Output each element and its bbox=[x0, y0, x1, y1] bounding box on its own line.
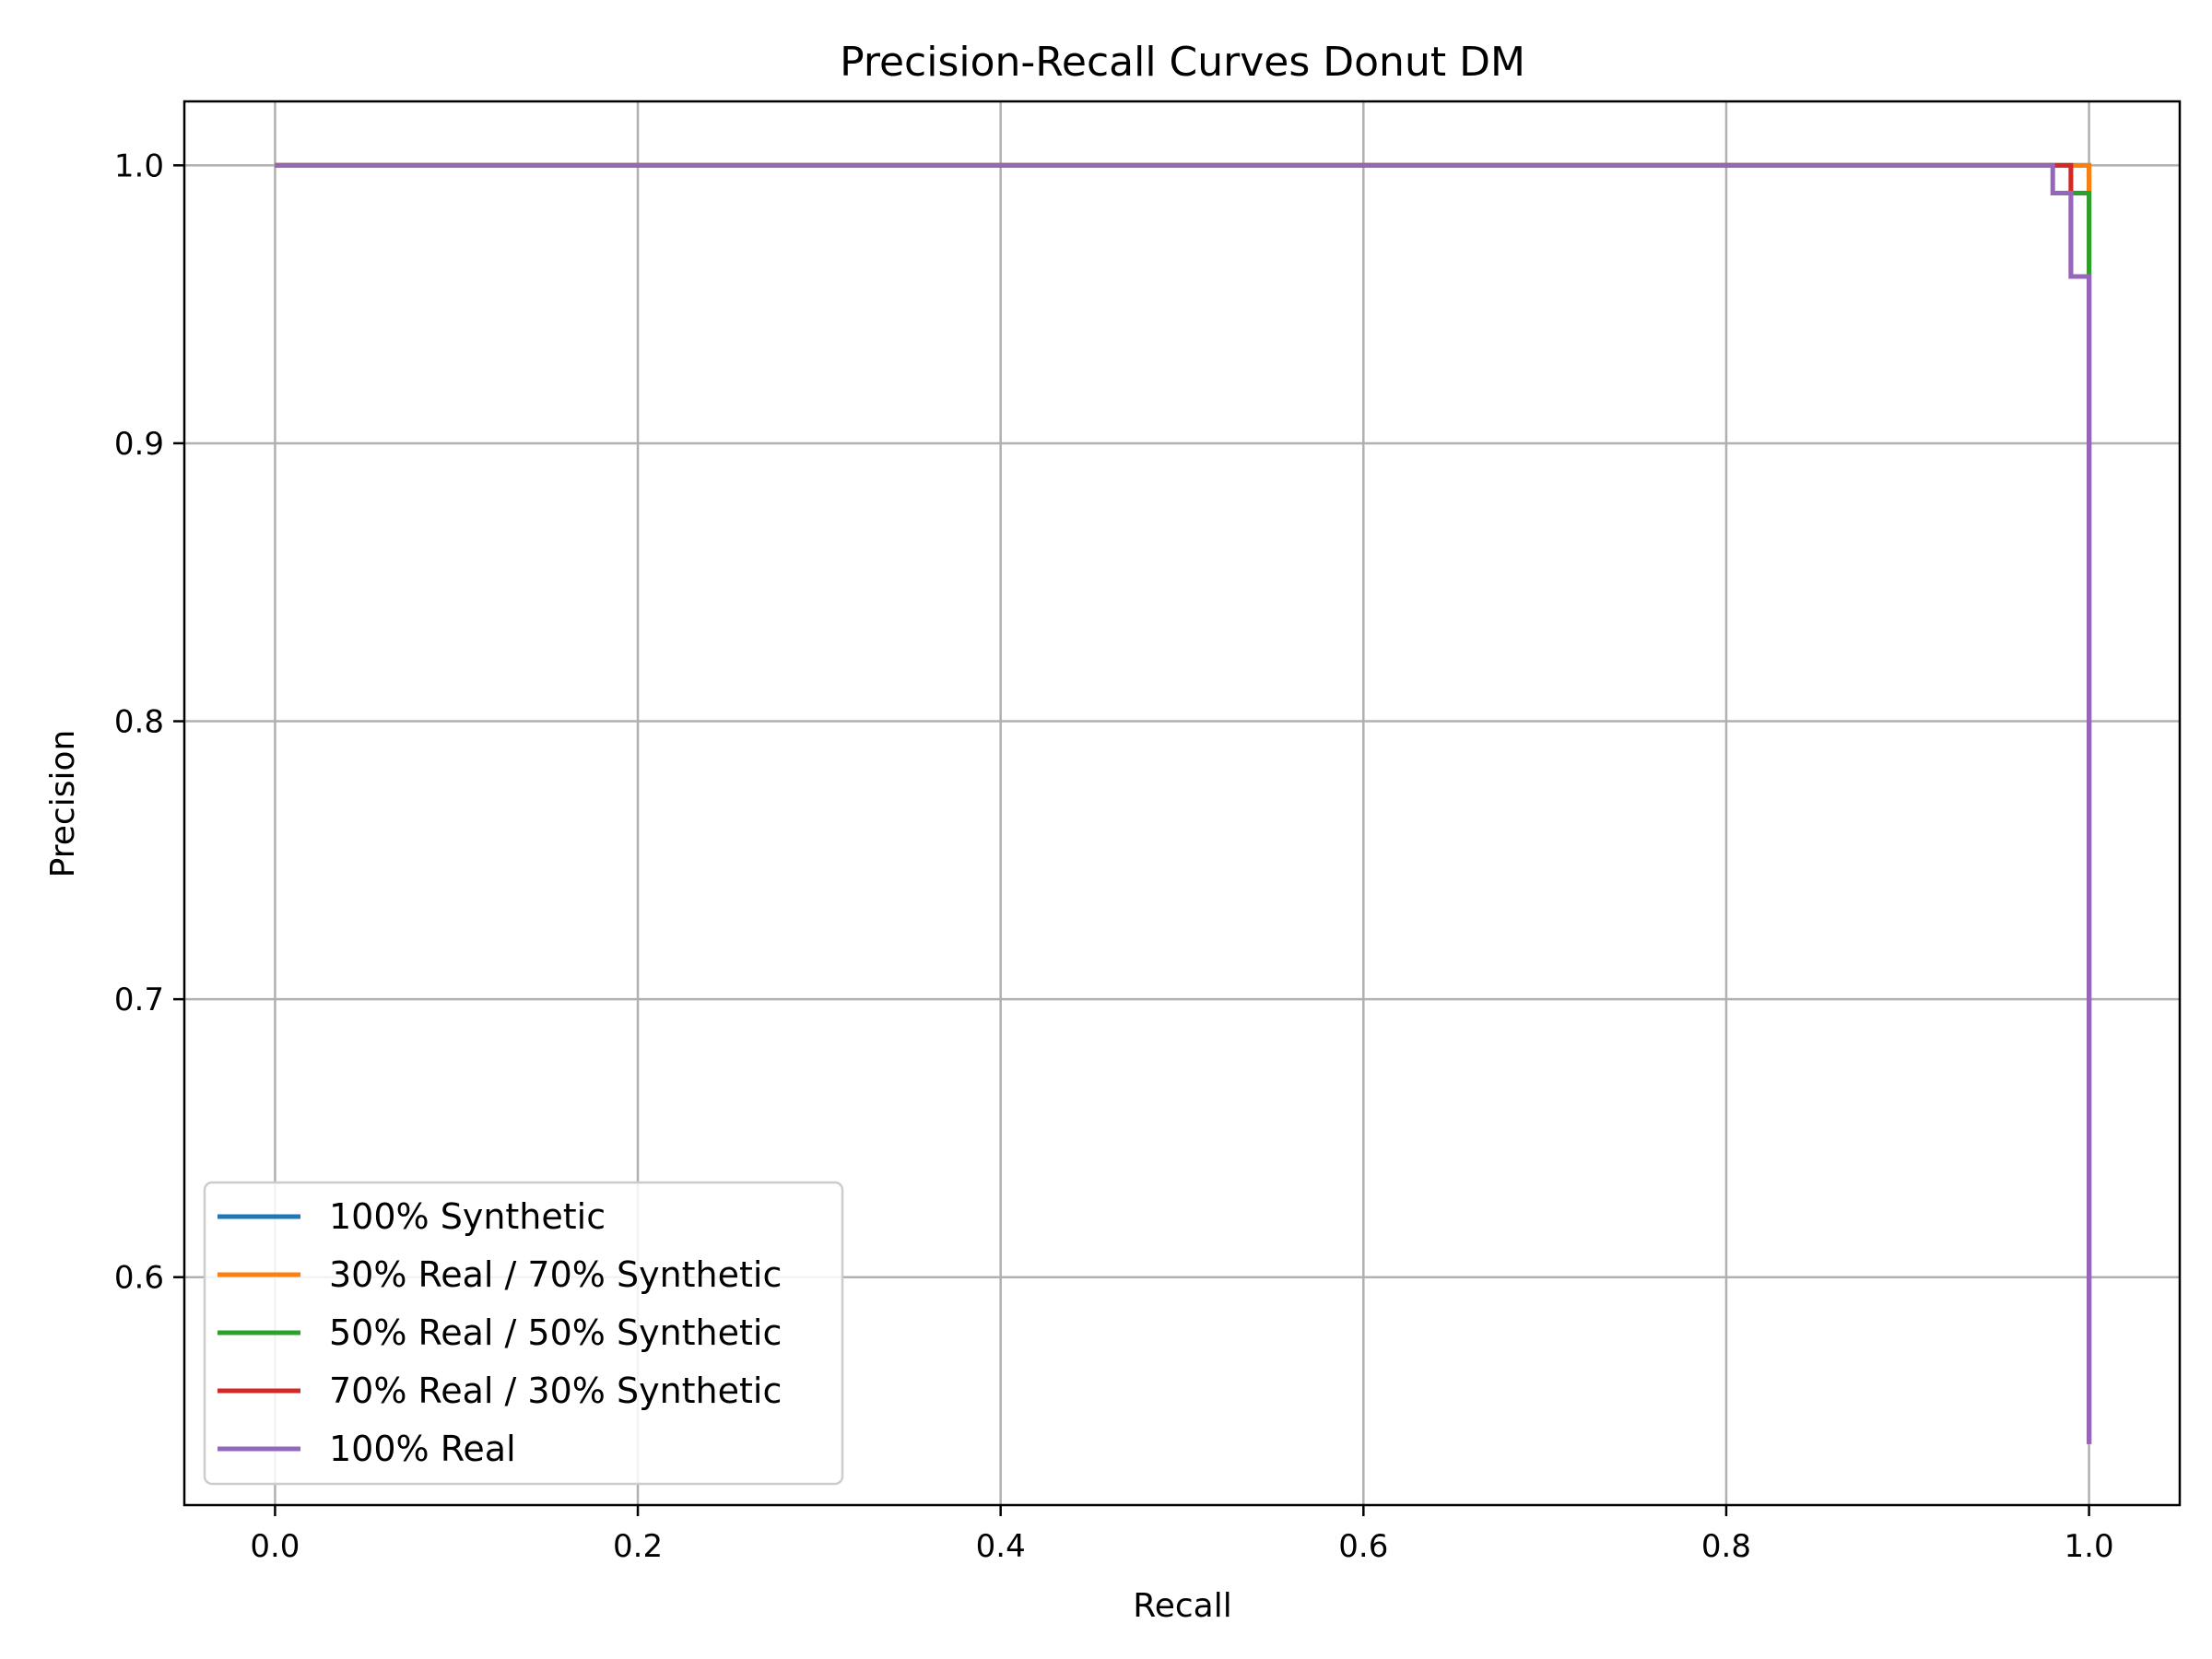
y-tick-label: 0.7 bbox=[114, 982, 164, 1018]
x-axis-label: Recall bbox=[1133, 1587, 1231, 1625]
tick-layer: 0.0 0.2 0.4 0.6 0.8 1.0 0.6 0.7 0.8 0.9 1.0 bbox=[114, 147, 2114, 1565]
legend-label: 30% Real / 70% Synthetic bbox=[329, 1254, 782, 1295]
plot-frame bbox=[182, 100, 2182, 1507]
legend-label: 70% Real / 30% Synthetic bbox=[329, 1371, 782, 1411]
chart-title: Precision-Recall Curves Donut DM bbox=[840, 39, 1525, 86]
legend-label: 50% Real / 50% Synthetic bbox=[329, 1312, 782, 1353]
x-tick-label: 0.2 bbox=[613, 1528, 663, 1565]
legend-label: 100% Real bbox=[329, 1429, 516, 1469]
y-tick-label: 0.9 bbox=[114, 426, 164, 463]
y-tick-label: 1.0 bbox=[114, 147, 164, 184]
legend: 100% Synthetic 30% Real / 70% Synthetic 50… bbox=[203, 1181, 844, 1486]
x-tick-label: 0.8 bbox=[1701, 1528, 1751, 1565]
y-axis-label: Precision bbox=[44, 730, 82, 878]
x-tick-label: 0.4 bbox=[976, 1528, 1026, 1565]
legend-box bbox=[203, 1181, 844, 1486]
x-tick-label: 0.0 bbox=[250, 1528, 300, 1565]
y-tick-label: 0.8 bbox=[114, 704, 164, 741]
x-tick-label: 1.0 bbox=[2065, 1528, 2114, 1565]
series-layer bbox=[275, 162, 2092, 1444]
series-line-5 bbox=[275, 162, 2092, 1444]
legend-label: 100% Synthetic bbox=[329, 1196, 606, 1237]
y-tick-label: 0.6 bbox=[114, 1260, 164, 1297]
x-tick-label: 0.6 bbox=[1338, 1528, 1388, 1565]
